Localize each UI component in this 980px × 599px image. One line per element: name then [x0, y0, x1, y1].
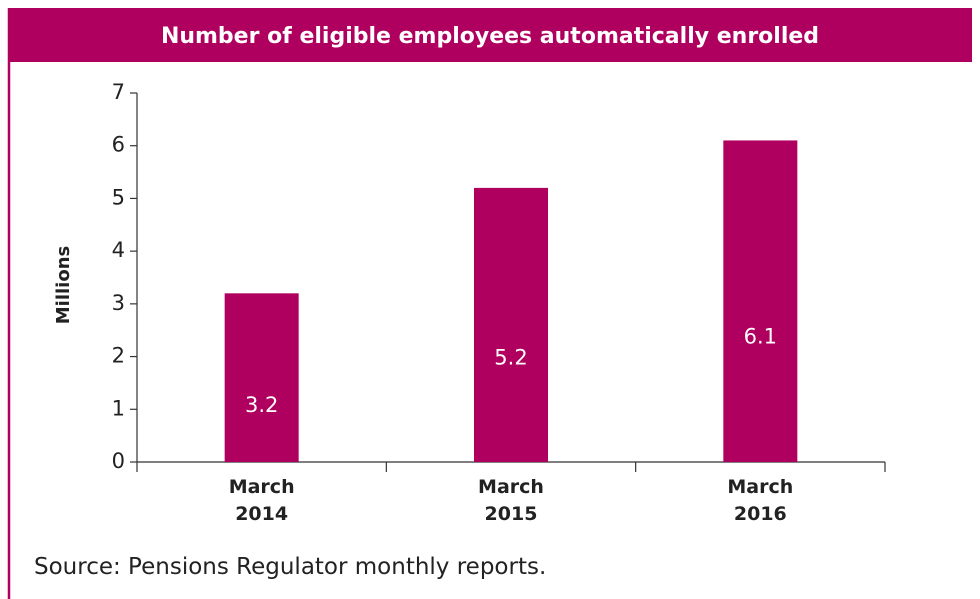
y-tick-label: 3	[112, 291, 125, 315]
y-tick-label: 4	[112, 238, 125, 262]
y-axis-label: Millions	[53, 246, 74, 325]
bar-value-label: 5.2	[494, 346, 527, 370]
bar	[224, 293, 299, 462]
x-tick-label: March 2014	[228, 476, 295, 525]
x-tick-label: March 2015	[478, 476, 544, 525]
y-tick-label: 0	[112, 449, 125, 473]
header-bar	[8, 8, 972, 62]
x-tick-label: March 2016	[727, 476, 794, 525]
y-tick-label: 2	[112, 344, 125, 368]
y-tick-label: 6	[112, 133, 125, 157]
y-tick-label: 5	[112, 185, 125, 209]
bar	[723, 140, 798, 462]
bar	[474, 187, 548, 462]
bar-value-label: 3.2	[245, 393, 278, 417]
source-note: Source: Pensions Regulator monthly repor…	[34, 554, 547, 580]
y-tick-label: 7	[112, 80, 125, 104]
bar-value-label: 6.1	[744, 324, 777, 348]
chart-title: Number of eligible employees automatical…	[161, 24, 819, 49]
y-tick-label: 1	[112, 396, 125, 420]
